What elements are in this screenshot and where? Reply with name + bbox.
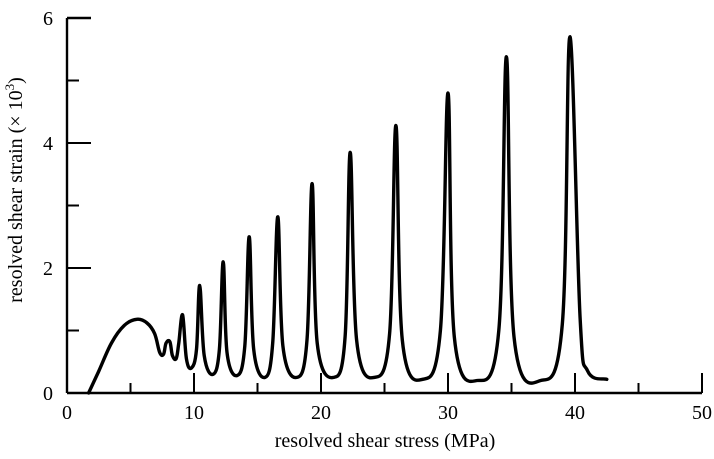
y-tick-label: 0 [43, 383, 53, 405]
x-tick-label: 30 [438, 402, 458, 424]
x-axis-title: resolved shear stress (MPa) [275, 430, 496, 452]
axes [65, 16, 702, 395]
y-axis-title-main: resolved shear strain ( [5, 126, 27, 302]
ticks [66, 17, 703, 394]
series-line [86, 35, 609, 395]
tick-labels: 0 10 20 30 40 50 0 2 4 6 [43, 8, 712, 424]
x-tick-label: 50 [692, 402, 712, 424]
series [86, 35, 609, 395]
x-tick-label: 10 [184, 402, 204, 424]
y-tick-label: 4 [43, 133, 53, 155]
y-axis-title-close: ) [5, 77, 27, 84]
y-axis-title-times: × 10 [5, 90, 27, 126]
y-axis-title: resolved shear strain (× 103) [2, 77, 27, 303]
x-tick-label: 40 [565, 402, 585, 424]
x-tick-label: 0 [62, 402, 72, 424]
x-tick-label: 20 [311, 402, 331, 424]
y-tick-label: 2 [43, 258, 53, 280]
y-tick-label: 6 [43, 8, 53, 30]
y-axis-title-exp: 3 [2, 84, 17, 91]
